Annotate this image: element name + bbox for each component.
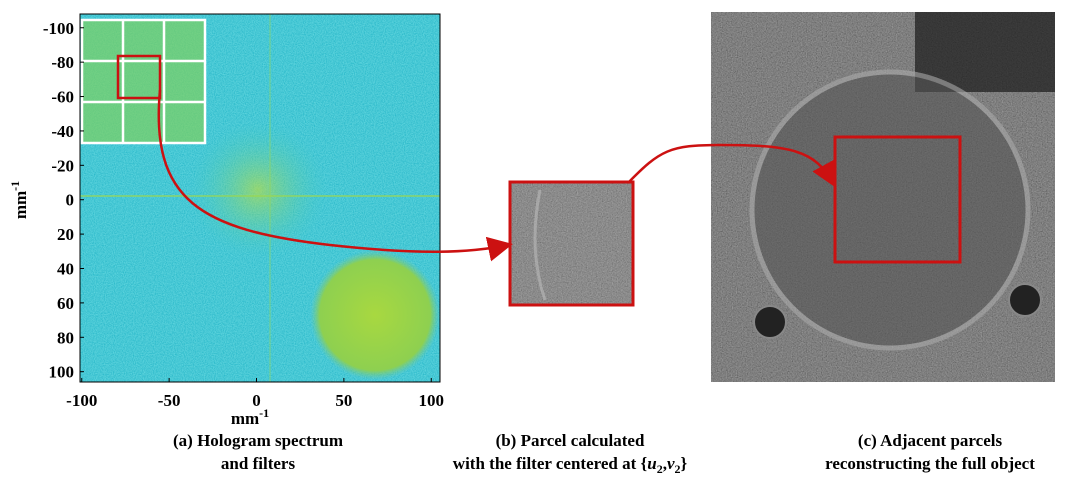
caption: with the filter centered at {u2,v2} [453,454,688,476]
y-tick-label: 80 [57,328,74,347]
caption: (b) Parcel calculated [496,431,645,450]
y-tick-label: 20 [57,225,74,244]
x-tick-label: -50 [158,391,181,410]
x-tick-label: 50 [335,391,352,410]
y-tick-label: -80 [51,53,74,72]
y-tick-label: -40 [51,122,74,141]
caption: (a) Hologram spectrum [173,431,343,450]
x-tick-label: -100 [66,391,97,410]
x-axis-label: mm-1 [231,406,269,428]
caption: (c) Adjacent parcels [858,431,1003,450]
spectrum-image [80,14,440,382]
figure: -100-80-60-40-20020406080100-100-5005010… [0,0,1067,486]
x-tick-label: 100 [419,391,445,410]
y-tick-label: 100 [49,363,75,382]
y-axis-label: mm-1 [8,181,30,219]
y-tick-label: 60 [57,294,74,313]
reconstruction-image [711,12,1055,382]
caption: and filters [221,454,296,473]
y-tick-label: -100 [43,19,74,38]
y-tick-label: 0 [66,191,75,210]
caption: reconstructing the full object [825,454,1035,473]
y-tick-label: 40 [57,260,74,279]
y-tick-label: -20 [51,156,74,175]
parcel-image [510,182,633,305]
y-tick-label: -60 [51,88,74,107]
